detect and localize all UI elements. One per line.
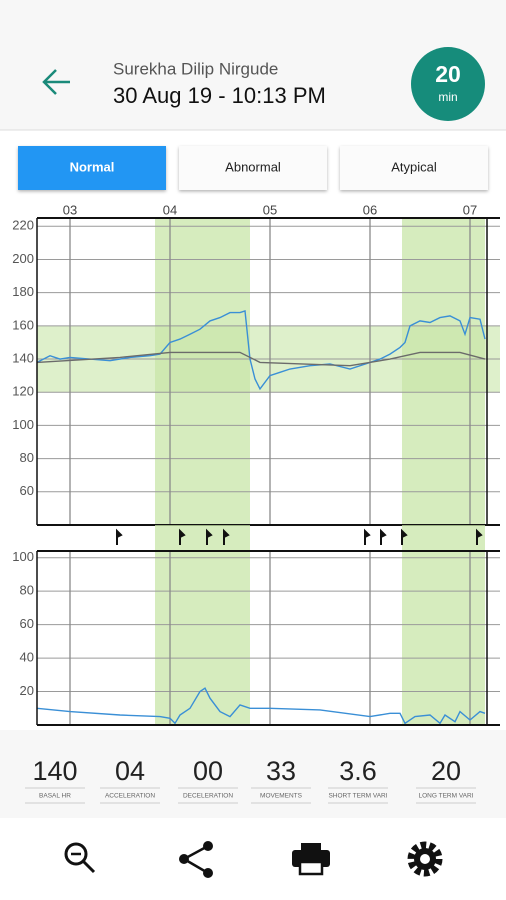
stat-label: SHORT TERM VARI: [328, 793, 387, 800]
print-button[interactable]: [292, 843, 330, 876]
x-tick-label: 03: [63, 202, 77, 217]
y-tick-label: 80: [20, 583, 34, 598]
stat-value: 3.6: [339, 756, 377, 786]
stat-label: ACCELERATION: [105, 793, 155, 800]
stat-value: 20: [431, 756, 461, 786]
y-tick-label: 80: [20, 450, 34, 465]
x-tick-label: 07: [463, 202, 477, 217]
timer-badge: [411, 47, 485, 121]
tab[interactable]: [18, 146, 166, 190]
timer-unit: min: [438, 90, 457, 104]
movement-marker: [179, 528, 186, 545]
stats: 140 BASAL HR 04 ACCELERATION 00 DECELERATION 3…: [25, 756, 476, 804]
settings-button[interactable]: [407, 841, 443, 877]
y-tick-label: 40: [20, 650, 34, 665]
tab[interactable]: [179, 146, 327, 190]
y-tick-label: 60: [20, 616, 34, 631]
back-button[interactable]: [42, 69, 70, 95]
movement-marker: [206, 528, 213, 545]
y-tick-label: 120: [12, 384, 34, 399]
movement-marker: [476, 528, 483, 545]
y-tick-label: 100: [12, 417, 34, 432]
trace-line: [36, 351, 486, 367]
trace-line: [36, 309, 486, 391]
y-tick-label: 160: [12, 317, 34, 332]
stat-value: 00: [193, 756, 223, 786]
tab[interactable]: [340, 146, 488, 190]
tab-label: Atypical: [391, 159, 437, 174]
stat-value: 33: [266, 756, 296, 786]
x-tick-label: 04: [163, 202, 177, 217]
x-tick-label: 05: [263, 202, 277, 217]
stat-label: MOVEMENTS: [260, 793, 303, 800]
datetime: 30 Aug 19 - 10:13 PM: [113, 83, 326, 108]
movement-marker: [380, 528, 387, 545]
stat-label: BASAL HR: [39, 793, 71, 800]
y-tick-label: 140: [12, 350, 34, 365]
tab-bar: Normal Abnormal Atypical: [18, 146, 488, 190]
y-tick-label: 180: [12, 284, 34, 299]
stat-label: LONG TERM VARI: [418, 793, 473, 800]
y-tick-label: 20: [20, 683, 34, 698]
charts: 60 80 100 120 140 160 180 200 220 03 04 05 06 07 20 40 6…: [12, 202, 500, 726]
movement-marker: [364, 528, 371, 545]
patient-name: Surekha Dilip Nirgude: [113, 59, 278, 78]
stat-value: 04: [115, 756, 145, 786]
movement-marker: [116, 528, 123, 545]
stat-value: 140: [32, 756, 77, 786]
movement-marker: [401, 528, 408, 545]
share-button[interactable]: [179, 841, 213, 878]
y-tick-label: 100: [12, 549, 34, 564]
y-tick-label: 220: [12, 218, 34, 233]
y-tick-label: 60: [20, 483, 34, 498]
stat-label: DECELERATION: [183, 793, 233, 800]
tab-label: Abnormal: [225, 159, 281, 174]
timer-value: 20: [435, 61, 461, 87]
trace-line: [36, 687, 486, 725]
zoom-out-button[interactable]: [64, 842, 96, 874]
tab-label: Normal: [70, 159, 115, 174]
x-tick-label: 06: [363, 202, 377, 217]
movement-marker: [223, 528, 230, 545]
y-tick-label: 200: [12, 251, 34, 266]
